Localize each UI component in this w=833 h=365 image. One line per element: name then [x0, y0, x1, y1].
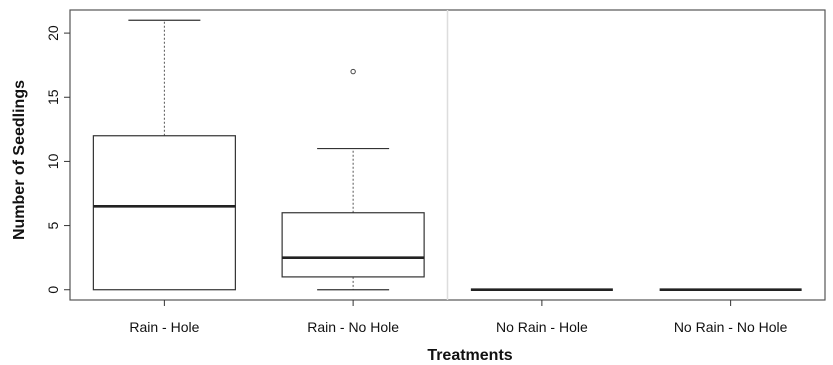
x-tick-label: No Rain - Hole [496, 319, 588, 335]
boxes [92, 19, 802, 292]
outlier-point [350, 68, 356, 75]
plot-frame [69, 9, 826, 301]
boxplot-rain-hole [92, 19, 236, 291]
x-tick-label: Rain - Hole [129, 319, 199, 335]
y-tick-label: 15 [45, 89, 61, 105]
y-axis: 0 5 10 15 20 [45, 25, 70, 294]
x-axis-label: Treatments [427, 347, 512, 364]
x-tick-label: Rain - No Hole [307, 319, 399, 335]
box [92, 135, 236, 291]
y-tick-label: 0 [45, 286, 61, 294]
y-tick-label: 5 [45, 221, 61, 229]
boxplot-rain-no-hole [281, 68, 425, 291]
y-axis-label: Number of Seedlings [11, 80, 28, 240]
x-tick-label: No Rain - No Hole [674, 319, 788, 335]
x-axis: Rain - Hole Rain - No Hole No Rain - Hole N… [129, 300, 788, 335]
y-tick-label: 20 [45, 25, 61, 41]
box [281, 212, 425, 278]
y-tick-label: 10 [45, 153, 61, 169]
